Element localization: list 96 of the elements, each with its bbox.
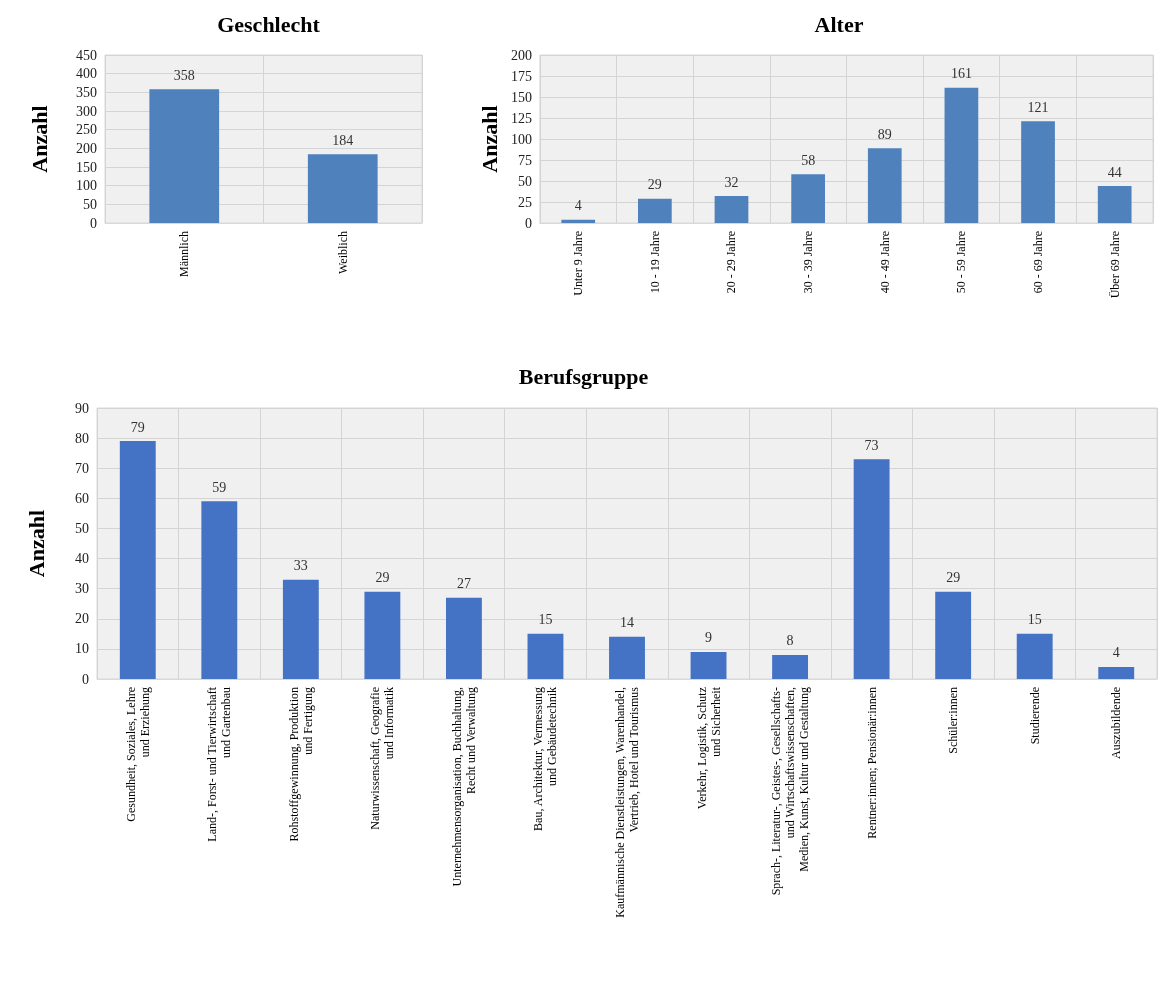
y-axis-title: Anzahl xyxy=(23,509,49,578)
bar xyxy=(1016,633,1053,679)
y-tick-label: 0 xyxy=(90,215,97,231)
data-label: 59 xyxy=(212,479,227,495)
x-tick-label: 50 - 59 Jahre xyxy=(954,231,969,294)
data-label: 89 xyxy=(877,126,892,142)
y-tick-label: 125 xyxy=(510,110,532,126)
bar xyxy=(119,441,156,679)
data-label: 73 xyxy=(864,437,879,453)
data-label: 184 xyxy=(332,132,354,148)
y-tick-label: 0 xyxy=(82,671,89,687)
bar xyxy=(772,654,809,679)
data-label: 29 xyxy=(647,177,662,193)
x-tick-label: Verkehr, Logistik, Schutz und Sicherheit xyxy=(694,686,723,810)
x-tick-label: Über 69 Jahre xyxy=(1107,231,1122,299)
x-tick-label: Rentner:innen; Pensionär:innen xyxy=(864,687,879,839)
data-label: 358 xyxy=(173,67,195,83)
data-label: 79 xyxy=(130,419,145,435)
y-tick-label: 350 xyxy=(76,84,97,100)
bar xyxy=(445,597,482,679)
x-tick-label: Bau, Architektur, Vermessung und Gebäudetechnik xyxy=(531,687,560,831)
bar xyxy=(1021,121,1055,223)
y-tick-label: 100 xyxy=(76,178,97,194)
y-tick-label: 50 xyxy=(517,173,532,189)
y-tick-label: 200 xyxy=(510,47,532,63)
bar xyxy=(690,651,727,679)
chart-title: Alter xyxy=(814,11,864,37)
y-tick-label: 25 xyxy=(517,194,532,210)
data-label: 44 xyxy=(1107,164,1122,180)
y-tick-label: 10 xyxy=(75,641,89,657)
data-label: 161 xyxy=(950,66,972,82)
y-tick-label: 0 xyxy=(524,215,532,231)
bar xyxy=(609,636,645,679)
y-tick-label: 200 xyxy=(76,140,97,156)
bar xyxy=(201,501,238,679)
data-label: 9 xyxy=(705,630,713,646)
y-tick-label: 50 xyxy=(75,520,89,536)
bar xyxy=(282,579,319,679)
x-tick-label: Auszubildende xyxy=(1109,687,1124,759)
x-tick-label: Weiblich xyxy=(335,231,350,275)
x-tick-label: 20 - 29 Jahre xyxy=(724,231,739,294)
y-tick-label: 300 xyxy=(76,103,97,119)
data-label: 15 xyxy=(538,612,553,628)
data-label: 8 xyxy=(786,633,794,649)
data-label: 29 xyxy=(946,570,961,586)
bar xyxy=(935,591,972,679)
y-tick-label: 400 xyxy=(76,66,97,82)
y-tick-label: 150 xyxy=(76,159,97,175)
data-label: 32 xyxy=(724,174,739,190)
y-tick-label: 70 xyxy=(75,460,89,476)
bar xyxy=(638,198,672,223)
data-label: 33 xyxy=(293,558,308,574)
x-tick-label: 30 - 39 Jahre xyxy=(801,231,816,294)
bar xyxy=(1097,186,1132,223)
data-label: 15 xyxy=(1027,612,1042,628)
y-tick-label: 150 xyxy=(510,89,532,105)
chart-title: Berufsgruppe xyxy=(518,363,649,389)
bar xyxy=(791,174,825,223)
data-label: 58 xyxy=(801,152,816,168)
y-tick-label: 50 xyxy=(83,196,97,212)
y-tick-label: 30 xyxy=(75,581,89,597)
x-tick-label: Männlich xyxy=(177,231,192,277)
y-tick-label: 250 xyxy=(76,122,97,138)
x-tick-label: Unter 9 Jahre xyxy=(571,231,586,296)
bar xyxy=(714,196,749,223)
data-label: 29 xyxy=(375,570,390,586)
y-tick-label: 20 xyxy=(75,611,89,627)
y-axis-title: Anzahl xyxy=(476,105,502,173)
y-axis-title: Anzahl xyxy=(26,105,52,173)
x-tick-label: Studierende xyxy=(1027,687,1042,745)
y-tick-label: 75 xyxy=(517,152,532,168)
bar xyxy=(364,591,401,679)
data-label: 14 xyxy=(620,615,634,631)
data-label: 27 xyxy=(456,576,471,592)
y-tick-label: 100 xyxy=(510,131,532,147)
y-tick-label: 60 xyxy=(75,490,89,506)
bar xyxy=(853,459,890,679)
y-tick-label: 90 xyxy=(75,400,89,416)
x-tick-label: 60 - 69 Jahre xyxy=(1031,231,1046,294)
x-tick-label: 40 - 49 Jahre xyxy=(877,231,892,294)
y-tick-label: 40 xyxy=(75,551,89,567)
y-tick-label: 80 xyxy=(75,430,89,446)
data-label: 4 xyxy=(1112,645,1120,661)
x-tick-label: 10 - 19 Jahre xyxy=(647,231,662,294)
bar xyxy=(527,633,564,679)
x-tick-label: Gesundheit, Soziales, Lehre und Erziehung xyxy=(123,687,152,822)
x-tick-label: Schüler:innen xyxy=(946,687,961,754)
bar xyxy=(1098,666,1135,679)
bar xyxy=(944,87,979,223)
data-label: 4 xyxy=(574,198,582,214)
y-tick-label: 175 xyxy=(510,68,532,84)
bar xyxy=(867,148,902,223)
y-tick-label: 450 xyxy=(76,47,97,63)
bar xyxy=(561,219,596,223)
data-label: 121 xyxy=(1027,99,1049,115)
chart-title: Geschlecht xyxy=(217,11,321,37)
